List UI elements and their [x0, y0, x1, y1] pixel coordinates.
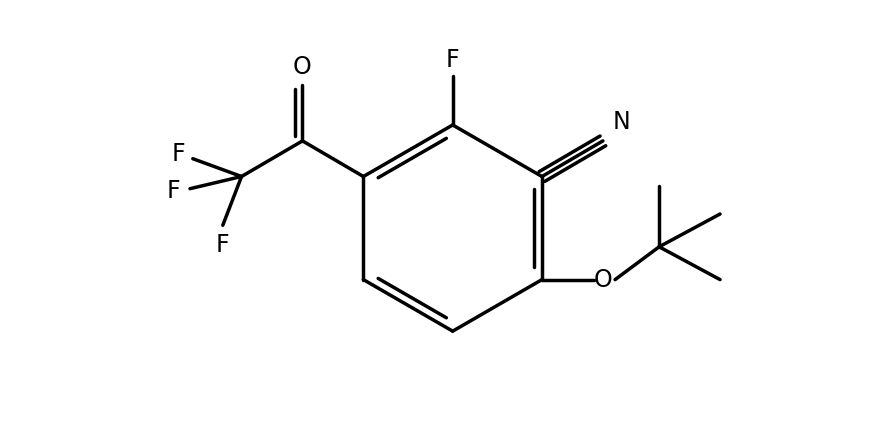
Text: F: F: [446, 48, 460, 71]
Text: F: F: [216, 233, 229, 257]
Text: F: F: [172, 142, 185, 166]
Text: O: O: [293, 55, 312, 79]
Text: O: O: [593, 268, 612, 291]
Text: F: F: [167, 178, 181, 202]
Text: N: N: [612, 110, 630, 134]
